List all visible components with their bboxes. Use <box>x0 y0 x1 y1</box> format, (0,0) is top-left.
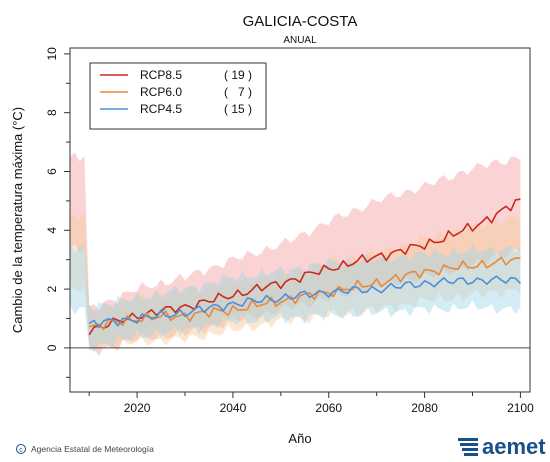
copyright-icon <box>16 444 26 454</box>
y-tick-label: 2 <box>45 285 59 292</box>
agency-name: Agencia Estatal de Meteorología <box>31 444 154 454</box>
aemet-logo: aemet <box>458 434 546 459</box>
aemet-logo-text: aemet <box>482 434 546 459</box>
y-tick-label: 4 <box>45 227 59 234</box>
x-tick-label: 2040 <box>220 401 247 415</box>
x-axis: 2020 2040 2060 2080 2100 <box>88 392 534 415</box>
series-line-rcp45 <box>88 275 521 329</box>
chart-title: GALICIA-COSTA <box>243 13 358 30</box>
y-axis: 0 2 4 6 8 10 <box>45 47 70 378</box>
uncertainty-bands <box>70 152 521 356</box>
copyright-icon-glyph: c <box>19 447 23 454</box>
y-tick-label: 6 <box>45 168 59 175</box>
legend-count: ( 15 ) <box>224 102 252 116</box>
y-tick-label: 0 <box>45 344 59 351</box>
y-tick-label: 10 <box>45 47 59 61</box>
legend-label: RCP8.5 <box>140 68 182 82</box>
legend-label: RCP6.0 <box>140 85 182 99</box>
series-lines <box>88 198 521 336</box>
band-rcp60 <box>70 212 521 351</box>
x-tick-label: 2020 <box>124 401 151 415</box>
legend-count: ( 19 ) <box>224 68 252 82</box>
x-tick-label: 2060 <box>315 401 342 415</box>
chart-subtitle: ANUAL <box>283 35 317 46</box>
x-tick-label: 2080 <box>411 401 438 415</box>
agency-footer: c Agencia Estatal de Meteorología <box>16 444 154 454</box>
y-axis-label: Cambio de la temperatura máxima (°C) <box>10 107 25 333</box>
x-tick-label: 2100 <box>507 401 534 415</box>
legend-count: ( 7 ) <box>224 85 252 99</box>
aemet-logo-icon <box>458 438 478 456</box>
legend: RCP8.5 ( 19 ) RCP6.0 ( 7 ) RCP4.5 ( 15 ) <box>89 62 267 130</box>
series-line-rcp60 <box>88 256 521 331</box>
legend-label: RCP4.5 <box>140 102 182 116</box>
plot-frame <box>69 47 531 393</box>
y-tick-label: 8 <box>45 109 59 116</box>
x-axis-label: Año <box>288 431 311 446</box>
legend-box <box>89 62 267 130</box>
